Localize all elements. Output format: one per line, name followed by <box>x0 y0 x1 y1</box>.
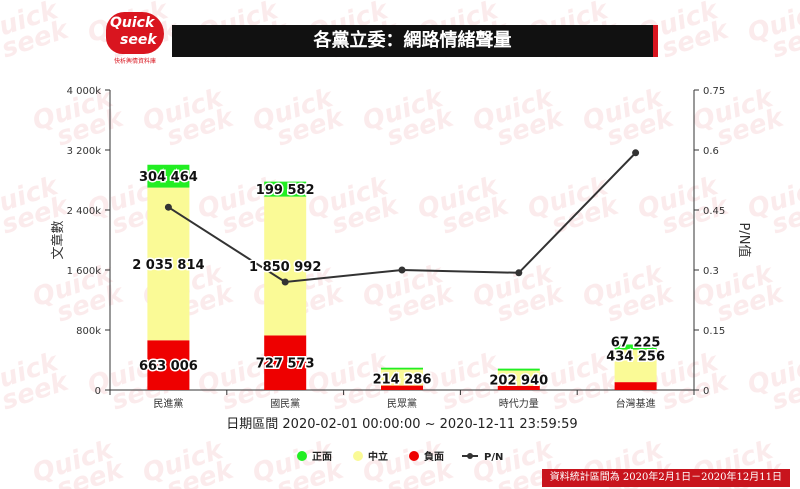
pn-point <box>515 269 523 277</box>
bar-positive <box>614 344 657 350</box>
y2-axis-title: P/N值 <box>736 223 752 258</box>
legend-label: 中立 <box>368 450 388 463</box>
bar-neutral <box>614 349 657 383</box>
data-label-neutral: 434 256 <box>606 350 665 365</box>
y2-tick-label: 0.6 <box>703 146 719 157</box>
y2-tick-label: 0.75 <box>703 86 725 97</box>
bar-neutral <box>381 369 423 386</box>
x-axis-title: 日期區間 2020-02-01 00:00:00 ~ 2020-12-11 23… <box>226 417 577 432</box>
bar-negative <box>264 335 307 390</box>
y2-tick-label: 0.3 <box>703 266 719 277</box>
y-tick-label: 4 000k <box>67 86 102 97</box>
bar-positive <box>264 181 307 197</box>
x-tick-label: 國民黨 <box>270 397 300 410</box>
footer-note: 資料統計區間為 2020年2月1日－2020年12月11日 <box>541 469 790 487</box>
bar-negative <box>497 385 540 390</box>
quickseek-logo: Quick seek 快析輿情資料庫 <box>106 12 164 66</box>
bar-positive <box>147 164 190 188</box>
logo-line1: Quick <box>110 15 155 31</box>
data-label-neutral: 1 850 992 <box>249 260 321 275</box>
bar-negative <box>147 340 190 390</box>
pn-point <box>632 149 640 157</box>
logo-badge: Quick seek <box>106 12 164 54</box>
legend-label: 正面 <box>312 451 332 463</box>
pn-point <box>164 203 172 211</box>
x-tick-label: 時代力量 <box>499 397 539 410</box>
x-tick-label: 台灣基進 <box>616 397 656 410</box>
y-axis-title: 文章數 <box>50 220 66 259</box>
y2-tick-label: 0.45 <box>703 206 725 217</box>
data-label-neutral: 214 286 <box>373 373 432 388</box>
chart-title: 各黨立委：網路情緒聲量 <box>172 25 658 57</box>
bar-positive <box>381 367 423 370</box>
y-tick-label: 3 200k <box>67 146 102 157</box>
pn-point <box>398 266 406 274</box>
legend-group: 正面 中立 負面 P/N <box>297 450 503 463</box>
x-tick-label: 民進黨 <box>153 397 183 410</box>
bar-positive <box>497 368 540 371</box>
x-tick-label: 民眾黨 <box>387 397 417 410</box>
pn-point <box>281 278 289 286</box>
bar-negative <box>614 382 657 390</box>
pn-line <box>167 152 637 284</box>
legend-label: 負面 <box>424 450 444 463</box>
data-label-neutral: 2 035 814 <box>132 258 204 273</box>
y-tick-label: 0 <box>95 386 101 397</box>
logo-tagline: 快析輿情資料庫 <box>113 58 156 65</box>
data-labels-group: 663 006 2 035 814 304 464 727 573 1 850 992 1… <box>131 169 667 390</box>
bar-neutral <box>497 370 540 386</box>
bar-negative <box>381 385 423 390</box>
legend-label: P/N <box>484 452 503 463</box>
y-tick-label: 1 600k <box>67 266 102 277</box>
y2-tick-label: 0.15 <box>703 326 725 337</box>
bar-neutral <box>147 187 190 341</box>
data-label-positive: 304 464 <box>139 170 198 185</box>
bars-group <box>147 164 657 390</box>
data-label-positive: 199 582 <box>256 183 315 198</box>
legend-swatch-neutral <box>353 451 363 461</box>
data-label-neutral: 202 940 <box>489 374 548 389</box>
logo-line2: seek <box>120 32 157 48</box>
bar-neutral <box>264 196 307 336</box>
y-tick-label: 2 400k <box>67 206 102 217</box>
pn-line-group <box>164 149 640 286</box>
data-label-positive: 67 225 <box>611 336 661 351</box>
data-label-negative: 727 573 <box>256 357 315 372</box>
y-tick-label: 800k <box>76 326 101 337</box>
legend-pn-marker <box>467 453 473 459</box>
legend-swatch-positive <box>297 451 307 461</box>
axes-group: 0 800k 1 600k 2 400k 3 200k 4 000k 0 0.15 0.3 0.4… <box>50 86 752 432</box>
legend-swatch-negative <box>409 451 419 461</box>
data-label-negative: 663 006 <box>139 359 198 374</box>
y2-tick-label: 0 <box>703 386 709 397</box>
